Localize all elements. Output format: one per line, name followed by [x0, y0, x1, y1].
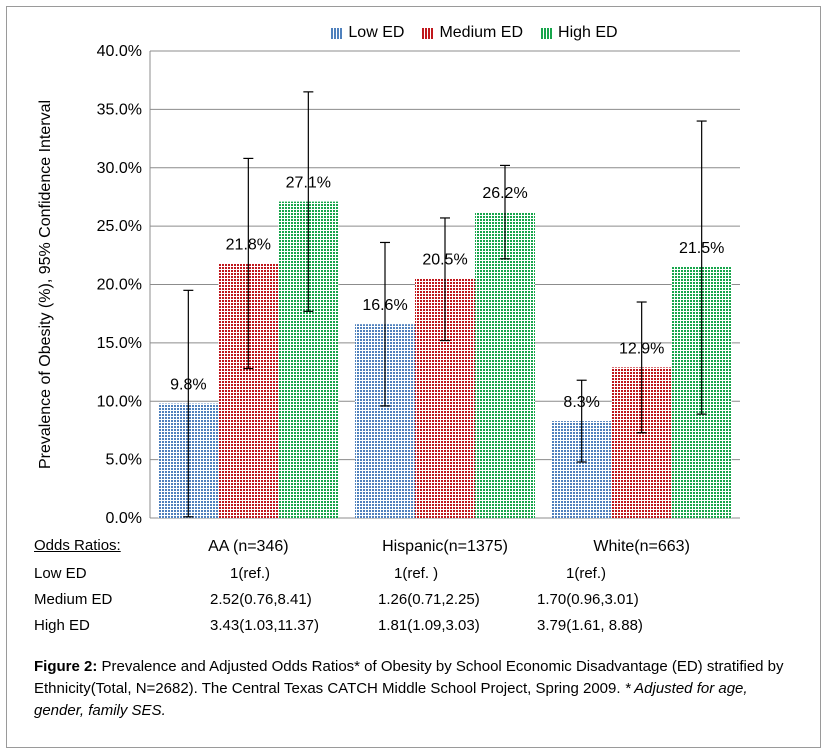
figure-caption: Figure 2: Prevalence and Adjusted Odds R…	[34, 656, 794, 722]
y-tick-label: 10.0%	[97, 393, 142, 410]
odds-cell-medium-white: 1.70(0.96,3.01)	[537, 591, 639, 608]
data-label: 12.9%	[619, 340, 664, 357]
data-label: 27.1%	[286, 175, 331, 192]
data-labels: 9.8% 21.8% 27.1% 16.6% 20.5% 26.2% 8.3% 12.9% 21…	[170, 175, 724, 411]
odds-cell-medium-hispanic: 1.26(0.71,2.25)	[378, 591, 480, 608]
y-tick-label: 40.0%	[97, 43, 142, 60]
y-tick-label: 35.0%	[97, 101, 142, 118]
data-label: 21.5%	[679, 240, 724, 257]
legend-swatch-low-ed	[331, 27, 343, 39]
caption-figure-number: Figure 2:	[34, 658, 98, 675]
data-label: 8.3%	[563, 394, 599, 411]
x-tick-label: Hispanic(n=1375)	[382, 538, 508, 555]
x-tick-label: White(n=663)	[593, 538, 690, 555]
odds-cell-medium-aa: 2.52(0.76,8.41)	[210, 591, 312, 608]
odds-row-label-low: Low ED	[34, 565, 87, 582]
data-label: 20.5%	[422, 252, 467, 269]
legend-swatch-medium-ed	[422, 27, 434, 39]
odds-cell-high-hispanic: 1.81(1.09,3.03)	[378, 617, 480, 634]
y-axis: 0.0% 5.0% 10.0% 15.0% 20.0% 25.0% 30.0% 35.0% 40…	[97, 43, 151, 527]
legend-label-medium-ed: Medium ED	[439, 24, 524, 41]
data-label: 21.8%	[226, 236, 271, 253]
y-tick-label: 30.0%	[97, 160, 142, 177]
y-tick-label: 25.0%	[97, 218, 142, 235]
legend-item-low-ed: Low ED	[331, 24, 404, 42]
odds-cell-low-white: 1(ref.)	[566, 565, 607, 582]
odds-cell-low-hispanic: 1(ref. )	[394, 565, 439, 582]
legend-label-high-ed: High ED	[558, 24, 618, 41]
figure-frame	[6, 6, 821, 748]
odds-row-label-high: High ED	[34, 617, 90, 634]
y-tick-label: 15.0%	[97, 335, 142, 352]
legend-label-low-ed: Low ED	[348, 24, 405, 41]
x-tick-label: AA (n=346)	[208, 538, 289, 555]
odds-table-header: Odds Ratios:	[34, 537, 121, 554]
odds-cell-low-aa: 1(ref.)	[230, 565, 271, 582]
legend-item-high-ed: High ED	[541, 24, 618, 42]
y-tick-label: 0.0%	[106, 510, 142, 527]
data-label: 16.6%	[362, 297, 407, 314]
bar-chart: 0.0% 5.0% 10.0% 15.0% 20.0% 25.0% 30.0% 35.0% 40…	[37, 43, 740, 555]
odds-cell-high-aa: 3.43(1.03,11.37)	[210, 617, 319, 634]
x-axis-labels: AA (n=346) Hispanic(n=1375) White(n=663)	[208, 538, 690, 555]
data-label: 26.2%	[482, 185, 527, 202]
legend-item-medium-ed: Medium ED	[422, 24, 523, 42]
caption-text: Prevalence and Adjusted Odds Ratios* of …	[34, 658, 784, 697]
bar	[475, 212, 535, 519]
legend-swatch-high-ed	[541, 27, 553, 39]
odds-row-label-medium: Medium ED	[34, 591, 113, 608]
error-bars	[183, 91, 707, 518]
data-label: 9.8%	[170, 377, 206, 394]
y-tick-label: 5.0%	[106, 452, 142, 469]
odds-cell-high-white: 3.79(1.61, 8.88)	[537, 617, 643, 634]
y-tick-label: 20.0%	[97, 277, 142, 294]
chart-legend: Low ED Medium ED High ED	[0, 24, 829, 42]
y-axis-label: Prevalence of Obesity (%), 95% Confidenc…	[37, 100, 54, 469]
caption-footnote: * Adjusted for age, gender, family SES.	[34, 680, 748, 719]
